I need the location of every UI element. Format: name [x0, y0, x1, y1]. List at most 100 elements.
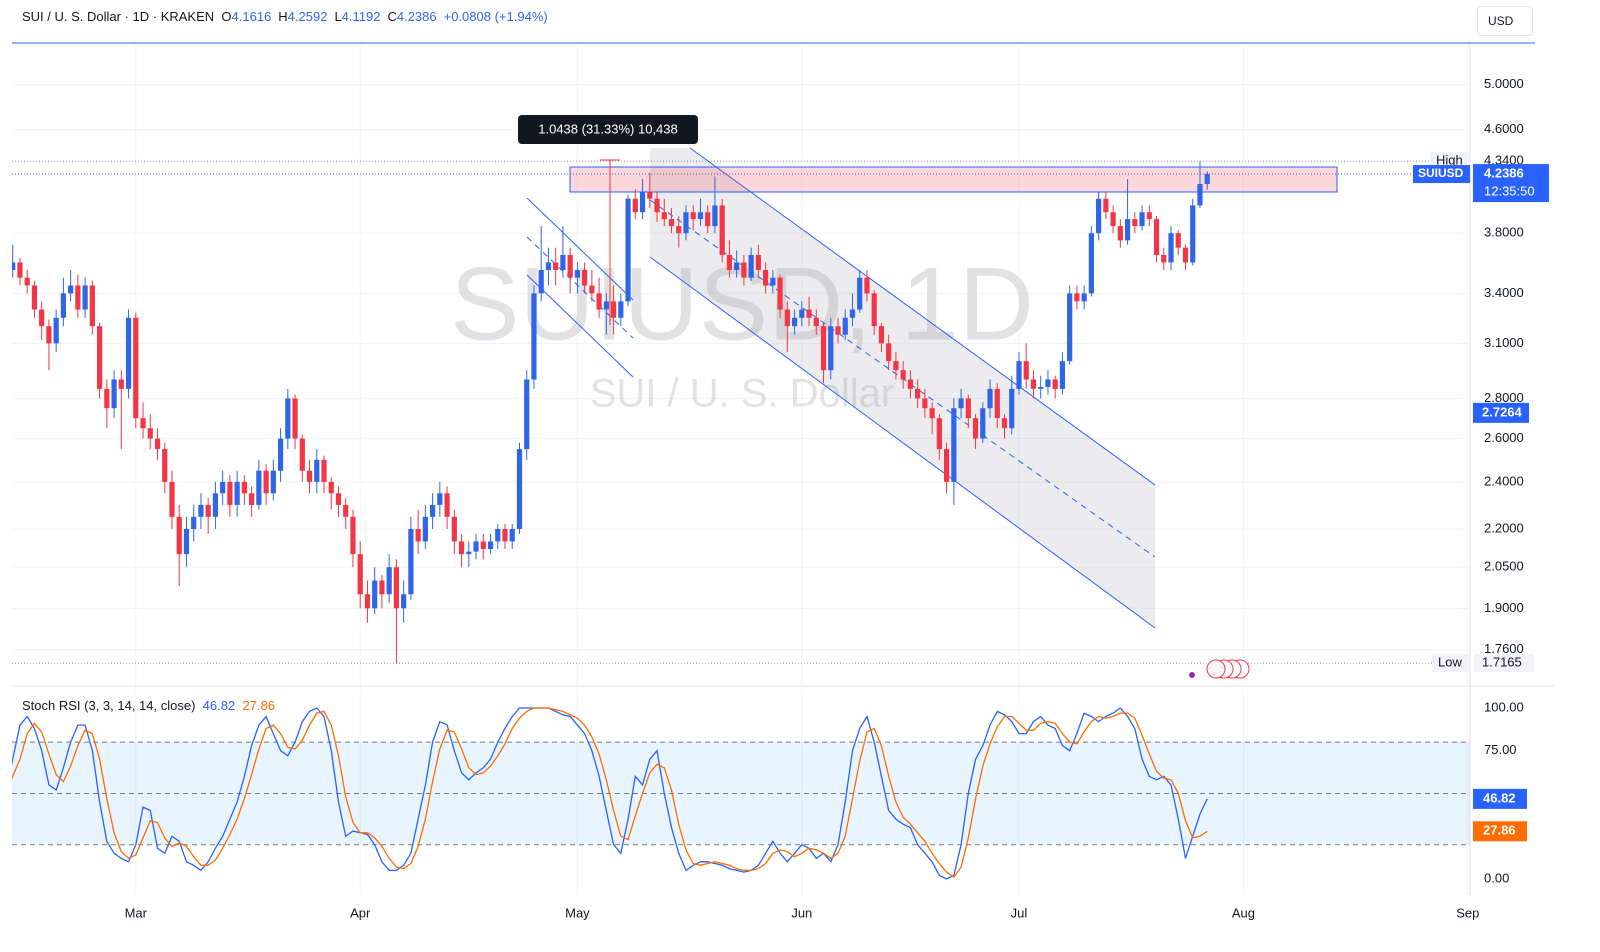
candle-body: [1009, 388, 1015, 429]
legend-header: SUI / U. S. Dollar · 1D · KRAKEN O4.1616…: [22, 9, 555, 24]
candle-body: [994, 388, 1000, 419]
candle-body: [234, 481, 240, 505]
candle-body: [828, 326, 834, 371]
y-tick-label: 0.00: [1484, 870, 1509, 885]
candle-body: [553, 262, 559, 271]
symbol-tag-bg: [1413, 165, 1470, 184]
candle-body: [401, 594, 407, 609]
candle-body: [705, 212, 711, 227]
l-letter: L: [334, 9, 342, 24]
channel-lower: [649, 256, 1156, 629]
y-tick-label: 75.00: [1484, 742, 1517, 757]
o-letter: O: [221, 9, 232, 24]
last-value: 46.82: [1483, 790, 1516, 805]
candle-body: [1182, 247, 1189, 263]
candle-body: [502, 528, 508, 542]
candle-body: [777, 277, 783, 310]
measure-box: [518, 115, 698, 144]
candle-body: [690, 212, 696, 220]
watermark-sub: SUI / U. S. Dollar: [590, 372, 895, 416]
candle-body: [1110, 212, 1116, 227]
candle-body: [39, 309, 45, 327]
candle-body: [560, 254, 566, 271]
candle-body: [842, 317, 848, 335]
candle-body: [524, 379, 530, 450]
candle-body: [335, 493, 342, 505]
candle-body: [755, 254, 761, 271]
y-tick-label: 4.6000: [1484, 121, 1524, 136]
y-tick-label: 2.4000: [1484, 473, 1524, 488]
candle-body: [618, 301, 624, 318]
candle-body: [292, 398, 298, 439]
k-value: 46.82: [202, 698, 236, 713]
y-tick-label: 3.1000: [1484, 335, 1524, 350]
candle-body: [806, 309, 812, 318]
candle-body: [1045, 379, 1051, 387]
candle-body: [1132, 219, 1138, 227]
candle-body: [430, 504, 436, 517]
candle-body: [104, 388, 110, 409]
candle-body: [835, 326, 841, 335]
candle-body: [748, 254, 754, 278]
candle-body: [1023, 361, 1029, 380]
candle-body: [719, 205, 725, 255]
last-price-bg: [1473, 164, 1549, 203]
candle-body: [60, 293, 66, 318]
event-icons: [1189, 659, 1250, 679]
candle-body: [458, 541, 465, 555]
candle-body: [473, 541, 479, 552]
candle-body: [864, 277, 870, 294]
candle-body: [1001, 418, 1008, 429]
candle-body: [958, 398, 964, 409]
candle-body: [545, 262, 552, 271]
candle-body: [654, 198, 660, 213]
candle-body: [1103, 198, 1109, 213]
change: +0.0808 (+1.94%): [443, 9, 548, 24]
candle-body: [734, 262, 740, 271]
candle-body: [943, 449, 950, 482]
low-tag: Low: [1438, 655, 1462, 670]
stoch-header: Stoch RSI (3, 3, 14, 14, close) 46.82 27…: [22, 698, 275, 713]
x-tick-label: Jun: [791, 905, 812, 920]
channel-fill: [650, 148, 1155, 628]
candle-body: [118, 379, 124, 389]
candle-body: [299, 438, 305, 471]
candle-body: [509, 528, 515, 542]
last-value-bg: [1473, 788, 1527, 809]
candle-body: [212, 493, 219, 517]
x-tick-label: Sep: [1456, 905, 1479, 920]
candle-body: [972, 418, 979, 439]
candle-body: [46, 326, 52, 344]
candle-body: [466, 551, 472, 555]
candle-body: [951, 408, 957, 482]
candle-body: [770, 277, 776, 286]
candle-body: [893, 361, 899, 371]
candle-body: [314, 459, 320, 482]
small-channel-lower: [526, 274, 634, 378]
small-channel-upper: [526, 197, 634, 301]
candle-body: [386, 567, 392, 595]
channel-upper: [689, 147, 1156, 486]
candle-body: [784, 309, 790, 327]
candle-body: [980, 408, 986, 439]
candle-body: [321, 459, 327, 482]
x-tick-label: Apr: [350, 905, 371, 920]
currency-button[interactable]: USD: [1477, 6, 1533, 36]
candle-body: [17, 262, 23, 278]
candle-body: [965, 398, 971, 419]
candle-body: [1096, 198, 1102, 234]
candle-body: [53, 317, 59, 344]
candle-body: [393, 567, 400, 609]
candle-body: [198, 504, 204, 517]
c-letter: C: [387, 9, 397, 24]
candle-body: [531, 293, 537, 380]
countdown: 12:35:50: [1484, 183, 1535, 198]
candle-body: [516, 449, 523, 529]
candle-body: [791, 317, 798, 327]
candle-body: [437, 493, 443, 505]
candle-body: [1038, 386, 1044, 389]
symbol: SUI / U. S. Dollar · 1D · KRAKEN: [22, 9, 215, 24]
candle-body: [147, 428, 153, 439]
candle-body: [169, 481, 175, 517]
